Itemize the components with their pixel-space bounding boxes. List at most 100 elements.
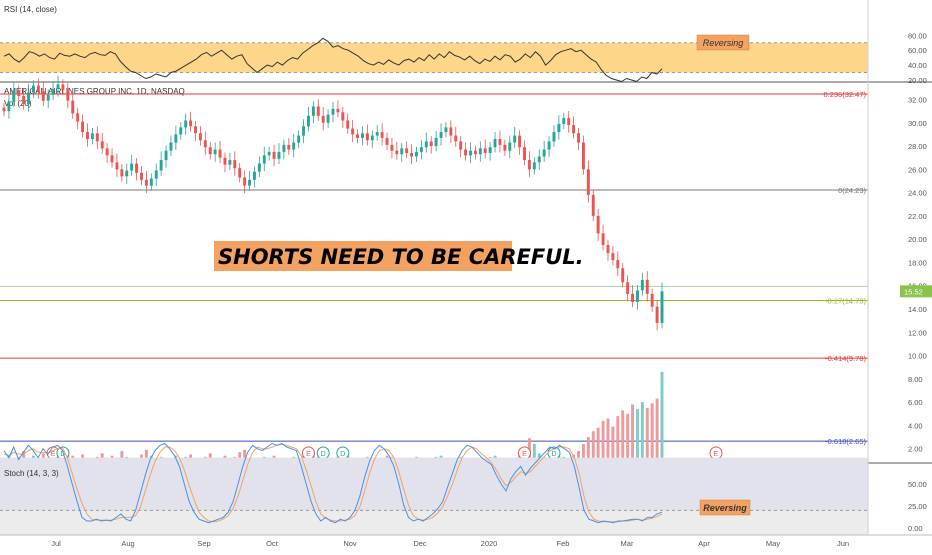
rsi-tick-label: 80.00 xyxy=(908,31,927,40)
candle-body xyxy=(32,85,35,93)
rsi-tick-label: 20.00 xyxy=(908,76,927,85)
last-price-box xyxy=(900,285,932,298)
price-tick-label: 12.00 xyxy=(908,328,927,337)
candle-body xyxy=(120,169,124,177)
candle-body xyxy=(51,89,55,95)
event-marker-label: E xyxy=(51,451,56,458)
candle-body xyxy=(473,150,477,155)
candle-body xyxy=(444,127,448,133)
candle-body xyxy=(562,118,566,124)
candle-body xyxy=(277,151,281,159)
candle-body xyxy=(390,144,394,151)
candle-body xyxy=(611,253,615,261)
main-annotation-text: SHORTS NEED TO BE CAREFUL. xyxy=(218,245,584,269)
price-tick-label: 28.00 xyxy=(908,142,927,151)
candle-body xyxy=(591,194,595,216)
candle-body xyxy=(7,101,11,112)
rsi-annotation-box xyxy=(696,34,750,51)
main-annotation-box xyxy=(214,241,512,271)
candle-body xyxy=(22,96,26,105)
candle-body xyxy=(424,141,428,148)
candle-body xyxy=(86,132,89,140)
candle-body xyxy=(194,126,197,134)
candle-body xyxy=(61,84,65,91)
candle-body xyxy=(100,141,104,149)
candle-body xyxy=(159,160,163,171)
candle-body xyxy=(552,132,556,142)
candle-body xyxy=(503,144,507,151)
fib-level-label: -0.27(14.73) xyxy=(825,297,866,306)
candle-body xyxy=(537,156,541,163)
candle-body xyxy=(169,142,173,151)
rsi-label: RSI (14, close) xyxy=(4,5,57,14)
candle-body xyxy=(321,115,325,123)
fib-level-label: -0.414(9.78) xyxy=(825,354,866,363)
event-marker-label: D xyxy=(340,451,345,458)
candle-body xyxy=(326,114,330,123)
candle-body xyxy=(223,157,227,165)
candle-body xyxy=(640,279,644,291)
candle-body xyxy=(577,133,580,143)
candle-body xyxy=(626,282,630,294)
candle-body xyxy=(547,141,551,150)
last-price-label: 15.52 xyxy=(904,287,923,296)
candle-body xyxy=(439,132,443,138)
candle-body xyxy=(228,160,232,165)
price-tick-label: 26.00 xyxy=(908,165,927,174)
candle-body xyxy=(356,134,360,138)
stoch-k-line xyxy=(3,442,663,524)
candle-body xyxy=(213,149,217,155)
candle-body xyxy=(469,150,472,156)
candle-body xyxy=(621,268,625,283)
candle-body xyxy=(434,137,438,147)
candle-body xyxy=(81,121,85,133)
candle-body xyxy=(557,123,561,133)
candle-body xyxy=(2,107,6,112)
candle-body xyxy=(149,178,153,186)
candle-body xyxy=(527,160,531,170)
event-marker-label: D xyxy=(551,451,556,458)
candle-body xyxy=(370,135,374,141)
candle-body xyxy=(306,115,310,127)
price-tick-label: 18.00 xyxy=(908,258,927,267)
candle-body xyxy=(125,170,129,177)
candle-body xyxy=(218,149,222,158)
candle-body xyxy=(581,142,585,170)
candle-body xyxy=(464,149,468,156)
volume-bar xyxy=(640,402,644,472)
x-tick-label: Jul xyxy=(51,539,61,548)
x-tick-label: May xyxy=(766,539,780,548)
candle-body xyxy=(189,120,193,127)
candle-body xyxy=(252,171,256,180)
rsi-tick-label: 40.00 xyxy=(908,61,927,70)
price-tick-label: 22.00 xyxy=(908,212,927,221)
candle-body xyxy=(56,84,60,90)
candle-body xyxy=(135,163,139,173)
candle-body xyxy=(631,293,634,303)
candle-body xyxy=(660,291,664,323)
candle-body xyxy=(341,112,345,121)
volume-bar xyxy=(601,420,605,472)
candle-body xyxy=(292,142,296,150)
candle-body xyxy=(90,133,94,140)
candle-body xyxy=(95,133,99,142)
candle-body xyxy=(17,90,21,97)
candle-body xyxy=(140,172,143,180)
candle-body xyxy=(601,233,605,245)
candle-body xyxy=(12,90,16,102)
event-marker-label: E xyxy=(306,451,311,458)
volume-bar xyxy=(660,371,664,472)
candle-body xyxy=(164,150,168,161)
candle-body xyxy=(154,170,158,179)
price-tick-label: 6.00 xyxy=(908,398,923,407)
candle-body xyxy=(233,160,237,169)
fib-level-label: -0.618(2.65) xyxy=(825,437,866,446)
volume-bar xyxy=(611,426,615,472)
candle-body xyxy=(346,120,350,129)
candle-body xyxy=(66,90,70,101)
volume-bar xyxy=(635,409,639,472)
x-tick-label: Oct xyxy=(266,539,279,548)
candle-body xyxy=(248,179,251,186)
volume-bar xyxy=(650,403,654,472)
